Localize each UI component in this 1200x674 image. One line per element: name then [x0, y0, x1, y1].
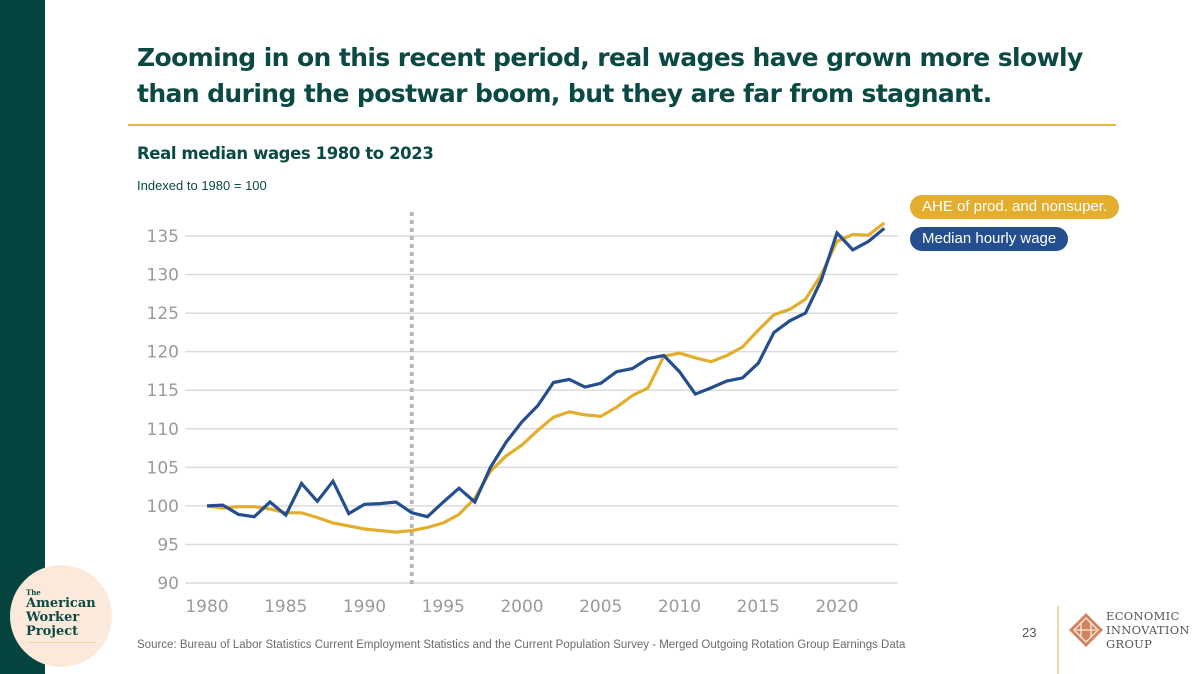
x-tick-label: 1995 — [422, 597, 465, 617]
x-axis-ticks: 1980 1985 1990 1995 2000 2005 2010 2015 2020 — [185, 597, 858, 617]
y-tick-label: 105 — [147, 458, 179, 478]
legend-item-median-wage: Median hourly wage — [910, 227, 1069, 251]
chart-subtitle: Indexed to 1980 = 100 — [137, 178, 267, 193]
x-tick-label: 2005 — [579, 597, 622, 617]
legend-item-ahe: AHE of prod. and nonsuper. — [910, 195, 1120, 219]
x-tick-label: 1990 — [343, 597, 386, 617]
eig-logo-text: ECONOMIC INNOVATION GROUP — [1106, 609, 1190, 651]
y-tick-label: 110 — [147, 420, 179, 440]
series-line-median-wage — [206, 227, 886, 519]
legend: AHE of prod. and nonsuper. Median hourly… — [910, 195, 1120, 259]
y-tick-label: 125 — [147, 304, 179, 324]
y-tick-label: 100 — [147, 497, 179, 517]
y-tick-label: 135 — [147, 227, 179, 247]
american-worker-project-logo-text: The American Worker Project — [26, 588, 96, 639]
x-tick-label: 1980 — [185, 597, 228, 617]
x-tick-label: 1985 — [264, 597, 307, 617]
american-worker-project-logo — [10, 565, 112, 667]
chart-title: Real median wages 1980 to 2023 — [137, 144, 434, 163]
eig-line-1: ECONOMIC — [1106, 609, 1180, 623]
title-divider — [128, 124, 1116, 126]
logo-small-text: The — [26, 588, 41, 597]
y-tick-label: 120 — [147, 343, 179, 363]
eig-line-2: INNOVATION — [1106, 623, 1190, 637]
logo-line-2: Worker — [26, 610, 80, 625]
x-tick-label: 2015 — [737, 597, 780, 617]
logo-line-1: American — [26, 596, 96, 611]
x-tick-label: 2010 — [658, 597, 701, 617]
slide-title: Zooming in on this recent period, real w… — [137, 43, 1083, 108]
series-lines — [206, 221, 886, 534]
logo-line-3: Project — [26, 624, 79, 639]
y-tick-label: 130 — [147, 266, 179, 286]
page-number: 23 — [1022, 625, 1037, 640]
y-tick-label: 90 — [157, 574, 179, 594]
y-axis-ticks: 90 95 100 105 110 115 120 125 130 135 — [147, 227, 179, 594]
x-tick-label: 2000 — [500, 597, 543, 617]
eig-diamond-icon — [1069, 613, 1103, 647]
series-line-ahe — [206, 221, 886, 534]
y-tick-label: 115 — [147, 381, 179, 401]
gridlines — [185, 235, 898, 584]
left-brand-bar — [0, 0, 45, 674]
y-tick-label: 95 — [157, 535, 179, 555]
logo-underline — [26, 642, 96, 643]
x-tick-label: 2020 — [815, 597, 858, 617]
source-note: Source: Bureau of Labor Statistics Curre… — [137, 639, 906, 651]
eig-line-3: GROUP — [1106, 637, 1153, 651]
footer-divider — [1057, 606, 1059, 674]
